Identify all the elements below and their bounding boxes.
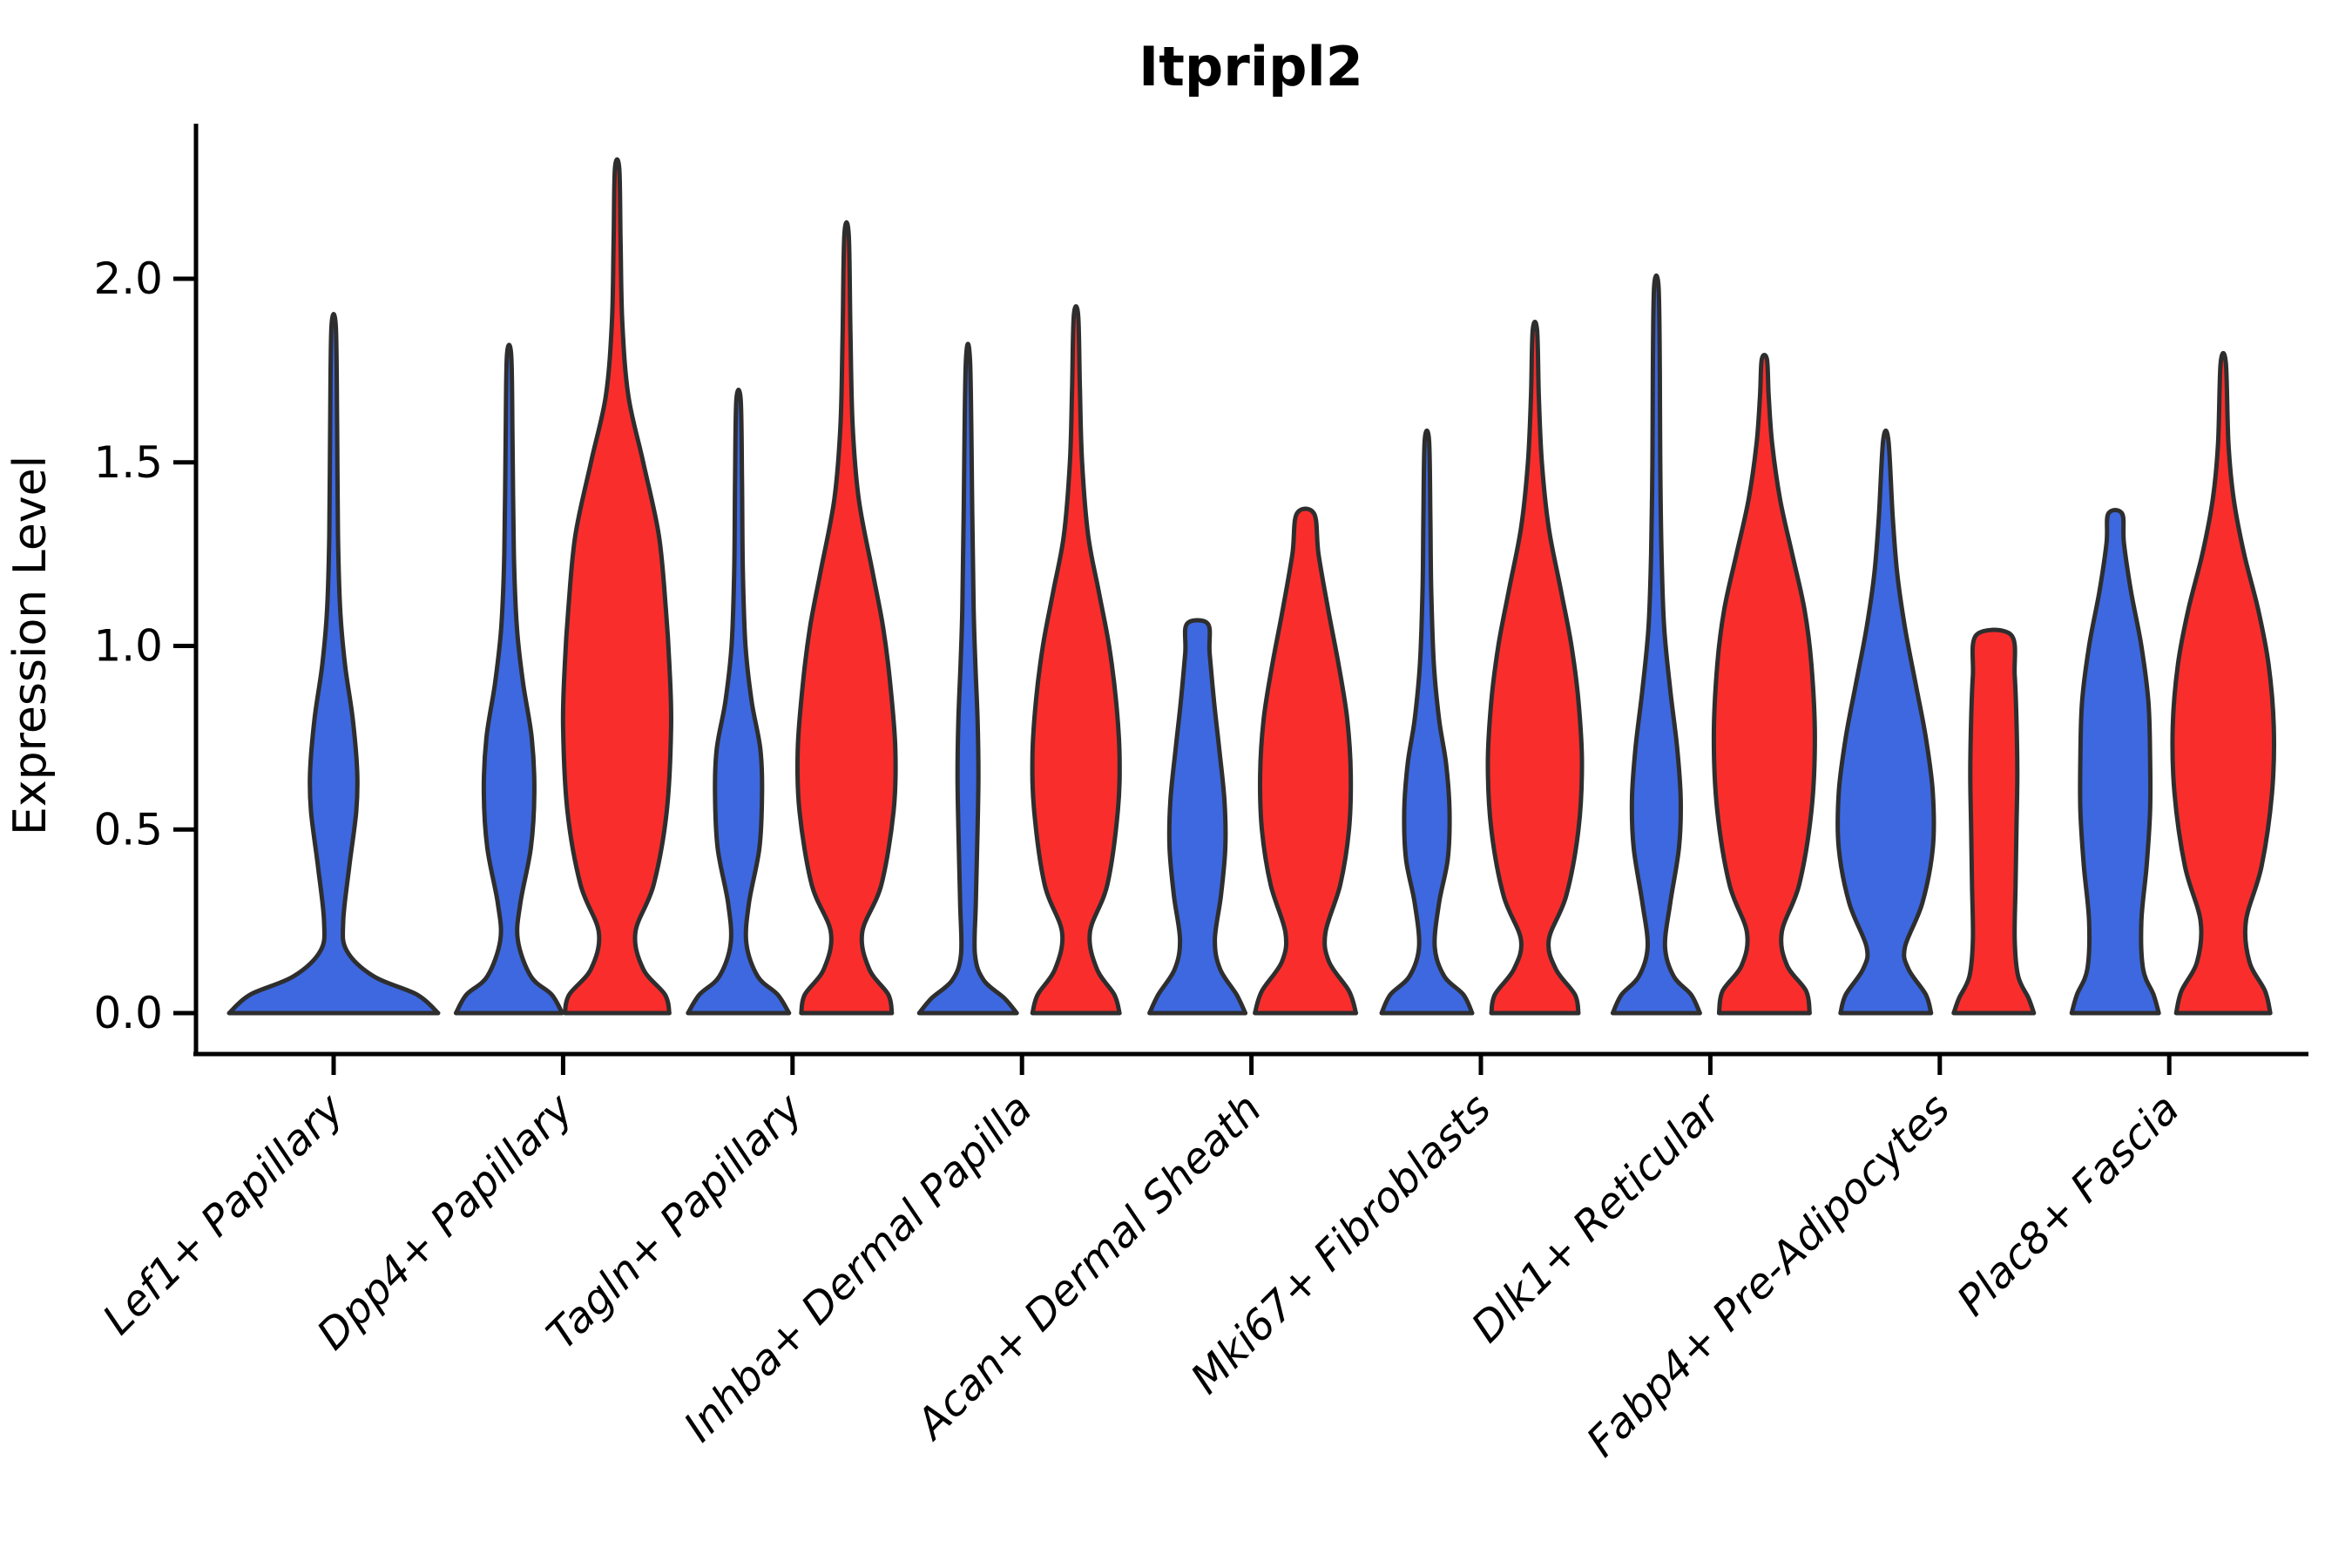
violin-plac8+-red [2170, 350, 2277, 1016]
y-tick-label-1.0: 1.0 [93, 621, 163, 672]
violin-mki67+-blue [1379, 428, 1475, 1016]
y-tick-label-1.5: 1.5 [93, 437, 163, 488]
violin-acan+-red [1253, 506, 1359, 1016]
violin-dlk1+-blue [1610, 273, 1702, 1016]
x-tick-label-8: Fabp4+ Pre-Adipocytes [1578, 1085, 1960, 1467]
chart-title: Itpripl2 [1139, 35, 1363, 98]
violins-layer [226, 157, 2277, 1016]
y-tick-label-2.0: 2.0 [93, 253, 163, 304]
violin-mki67+-red [1485, 320, 1585, 1016]
y-tick-label-0.0: 0.0 [93, 988, 163, 1038]
violin-dpp4+-red [560, 157, 673, 1016]
violin-plac8+-blue [2069, 508, 2161, 1016]
violin-tagln+-red [794, 220, 898, 1016]
violin-dpp4+-blue [453, 342, 564, 1016]
violin-inhba+-blue [916, 341, 1019, 1016]
x-tick-label-3: Tagln+ Papillary [537, 1084, 813, 1359]
violin-fabp4+-red [1951, 627, 2037, 1016]
y-tick-label-0.5: 0.5 [93, 804, 163, 855]
x-tick-label-9: Plac8+ Fascia [1948, 1085, 2189, 1326]
violin-lef1+-blue [226, 312, 441, 1016]
x-tick-label-2: Dpp4+ Papillary [308, 1084, 583, 1359]
violin-acan+-blue [1147, 618, 1248, 1016]
violin-fabp4+-blue [1835, 428, 1936, 1016]
x-tick-label-7: Dlk1+ Reticular [1463, 1083, 1733, 1353]
violin-tagln+-blue [686, 387, 792, 1016]
x-tick-label-1: Lef1+ Papillary [93, 1084, 354, 1344]
violin-inhba+-red [1030, 304, 1122, 1016]
y-axis-label: Expression Level [4, 456, 57, 835]
violin-dlk1+-red [1711, 352, 1817, 1016]
